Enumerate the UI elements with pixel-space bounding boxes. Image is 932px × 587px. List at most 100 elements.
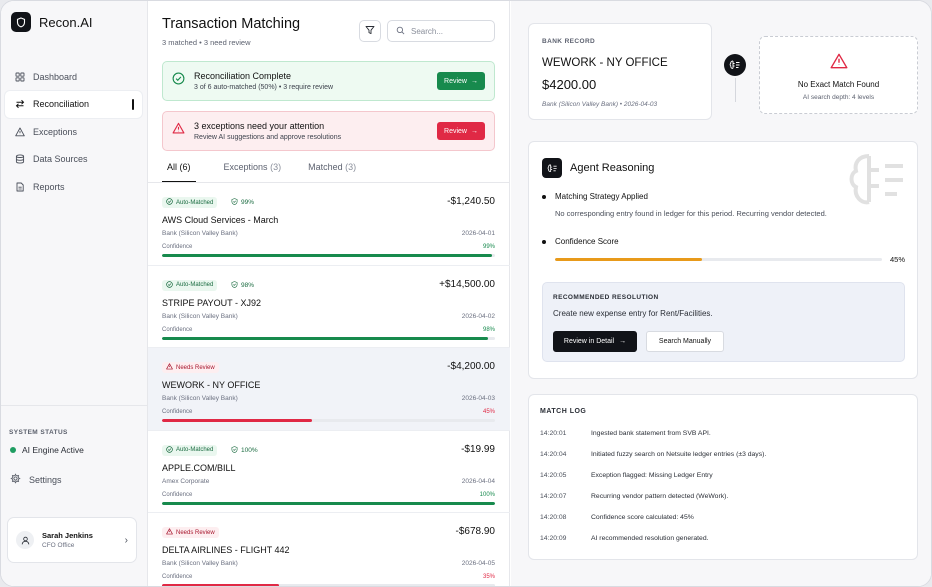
log-time: 14:20:08 — [540, 514, 567, 521]
sidebar-item-reports[interactable]: Reports — [5, 173, 142, 201]
transaction-row-selected[interactable]: Needs Review -$4,200.00 WEWORK - NY OFFI… — [148, 348, 510, 431]
log-text: Confidence score calculated: 45% — [591, 514, 694, 521]
review-success-button[interactable]: Review → — [437, 72, 485, 90]
transaction-date: 2026-04-02 — [461, 312, 495, 320]
log-time: 14:20:07 — [540, 493, 567, 500]
warning-icon — [172, 122, 185, 140]
log-time: 14:20:05 — [540, 472, 567, 479]
status-badge: Auto-Matched — [162, 279, 218, 291]
shield-logo-icon — [11, 12, 31, 32]
filter-button[interactable] — [359, 20, 381, 42]
sidebar-item-reconciliation[interactable]: Reconciliation — [5, 90, 142, 118]
no-match-card: No Exact Match Found AI search depth: 4 … — [759, 36, 918, 114]
bank-record-kicker: BANK RECORD — [542, 38, 596, 45]
confidence-score-value: 45% — [890, 255, 906, 264]
match-score: 100% — [231, 445, 258, 455]
chevron-right-icon: › — [124, 534, 128, 546]
log-entry: 14:20:09 AI recommended resolution genera… — [540, 535, 709, 542]
tab-all[interactable]: All (6) — [162, 157, 196, 183]
transaction-row[interactable]: Needs Review -$678.90 DELTA AIRLINES - F… — [148, 513, 510, 586]
transaction-bank: Bank (Silicon Valley Bank) — [162, 395, 238, 402]
search-icon — [396, 22, 405, 40]
match-score-value: 99% — [241, 199, 255, 206]
arrow-right-icon: → — [470, 127, 478, 135]
sidebar-nav: Dashboard Reconciliation Exceptions Data… — [1, 63, 148, 201]
transaction-name: WEWORK - NY OFFICE — [162, 380, 261, 390]
confidence-bar-fill — [162, 336, 489, 340]
status-badge: Needs Review — [162, 527, 219, 538]
log-text: Exception flagged: Missing Ledger Entry — [591, 472, 713, 479]
transaction-bank: Bank (Silicon Valley Bank) — [162, 312, 238, 320]
strategy-step-desc: No corresponding entry found in ledger f… — [555, 209, 827, 218]
status-label: Auto-Matched — [176, 199, 214, 206]
exception-alert-title: 3 exceptions need your attention — [194, 121, 325, 131]
brand[interactable]: Recon.AI — [11, 12, 92, 32]
sidebar-item-label: Data Sources — [33, 154, 88, 165]
grid-icon — [15, 72, 25, 82]
success-alert: Reconciliation Complete 3 of 6 auto-matc… — [162, 61, 495, 101]
confidence-score-fill — [555, 258, 703, 261]
transaction-row[interactable]: Auto-Matched 99% -$1,240.50 AWS Cloud Se… — [148, 183, 510, 266]
warning-icon — [166, 528, 173, 537]
search-manually-button[interactable]: Search Manually — [646, 331, 724, 352]
user-avatar-icon — [16, 531, 34, 549]
match-score: 98% — [231, 280, 255, 290]
check-circle-icon — [166, 198, 173, 207]
confidence-step-title: Confidence Score — [542, 237, 619, 246]
transaction-row[interactable]: Auto-Matched 98% +$14,500.00 STRIPE PAYO… — [148, 266, 510, 348]
bank-record-meta: Bank (Silicon Valley Bank) • 2026-04-03 — [542, 101, 658, 108]
gear-icon — [10, 473, 21, 486]
brain-watermark-icon — [849, 154, 903, 205]
match-score-value: 98% — [241, 281, 255, 289]
confidence-title-text: Confidence Score — [555, 237, 619, 246]
arrow-right-icon: → — [470, 77, 478, 85]
transaction-name: DELTA AIRLINES - FLIGHT 442 — [162, 545, 290, 555]
review-in-detail-button[interactable]: Review in Detail → — [553, 331, 637, 352]
transaction-date: 2026-04-03 — [461, 395, 495, 402]
sidebar-item-data-sources[interactable]: Data Sources — [5, 146, 142, 174]
transaction-amount: -$19.99 — [461, 443, 495, 455]
transaction-date: 2026-04-01 — [461, 230, 495, 237]
sidebar-item-exceptions[interactable]: Exceptions — [5, 118, 142, 146]
user-info: Sarah Jenkins CFO Office — [42, 531, 93, 549]
confidence-bar — [162, 584, 495, 586]
tab-exceptions[interactable]: Exceptions (3) — [224, 157, 282, 183]
transaction-date: 2026-04-04 — [461, 477, 495, 485]
log-time: 14:20:09 — [540, 535, 567, 542]
sidebar-item-label: Dashboard — [33, 71, 78, 82]
success-alert-desc: 3 of 6 auto-matched (50%) • 3 require re… — [194, 84, 334, 91]
log-time: 14:20:04 — [540, 451, 567, 458]
exception-alert-desc: Review AI suggestions and approve resolu… — [194, 134, 342, 141]
strategy-step-title: Matching Strategy Applied — [542, 192, 648, 201]
status-label: Needs Review — [176, 364, 215, 371]
tab-count: (3) — [345, 162, 357, 172]
arrows-icon — [15, 99, 25, 109]
confidence-label: Confidence — [162, 574, 193, 580]
sidebar-item-label: Reports — [33, 181, 65, 192]
review-exceptions-button[interactable]: Review → — [437, 122, 485, 140]
confidence-score-bar — [555, 258, 882, 261]
no-match-subtitle: AI search depth: 4 levels — [802, 94, 875, 101]
sidebar-item-label: Reconciliation — [33, 99, 90, 110]
sidebar-item-dashboard[interactable]: Dashboard — [5, 63, 142, 91]
log-text: AI recommended resolution generated. — [591, 535, 709, 542]
settings-link[interactable]: Settings — [10, 473, 62, 486]
sidebar-divider — [1, 405, 148, 406]
status-badge: Needs Review — [162, 362, 219, 373]
user-card[interactable]: Sarah Jenkins CFO Office › — [7, 517, 137, 563]
status-badge: Auto-Matched — [162, 197, 218, 208]
match-log-title: MATCH LOG — [540, 408, 587, 415]
system-status-value: AI Engine Active — [22, 445, 84, 455]
shield-check-icon — [231, 280, 238, 290]
tab-label: All — [167, 162, 178, 172]
transaction-row[interactable]: Auto-Matched 100% -$19.99 APPLE.COM/BILL… — [148, 431, 510, 513]
search-input[interactable] — [411, 26, 481, 36]
shield-check-icon — [231, 198, 238, 207]
match-score: 99% — [231, 198, 254, 207]
confidence-bar-fill — [162, 254, 492, 257]
tab-matched[interactable]: Matched (3) — [308, 157, 356, 183]
tab-count: (3) — [270, 162, 282, 172]
detail-panel: BANK RECORD WEWORK - NY OFFICE $4200.00 … — [511, 1, 931, 586]
review-button-label: Review — [444, 127, 467, 135]
button-label: Review in Detail — [563, 338, 615, 345]
